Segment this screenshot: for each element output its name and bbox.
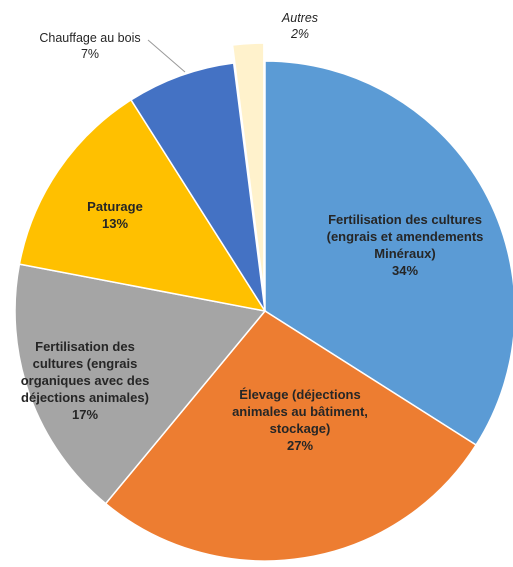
value-label: 13% [101,216,129,231]
label-box: Élevage (déjections animales au bâtiment… [220,365,380,475]
category-label: Élevage (déjections animales au bâtiment… [232,387,368,436]
label-box: Autres 2% [255,4,345,48]
label-box: Fertilisation des cultures (engrais et a… [325,185,485,305]
label-box: Chauffage au bois 7% [10,26,170,66]
pie-slice [104,310,478,562]
value-label: 17% [71,406,99,422]
category-label: Autres [281,11,319,25]
pie-slice [264,60,513,446]
slice-label: Élevage (déjections animales au bâtiment… [220,365,380,475]
category-label: Chauffage au bois [39,31,141,45]
label-box: Paturage 13% [55,185,175,245]
slice-label: Chauffage au bois 7% [10,26,170,66]
pie-slice [18,98,267,313]
pie-slice [14,263,267,505]
slice-label: Paturage 13% [55,185,175,245]
slice-label: Autres 2% [255,4,345,48]
label-box: Fertilisation des cultures (engrais orga… [10,320,160,440]
pie-slice [231,42,265,294]
slice-label: Fertilisation des cultures (engrais orga… [10,320,160,440]
category-label: Fertilisation des cultures (engrais et a… [326,212,484,261]
category-label: Fertilisation des cultures (engrais orga… [20,338,150,405]
category-label: Paturage [87,199,143,214]
value-label: 7% [80,47,100,61]
pie-slice [130,62,266,312]
value-label: 27% [286,438,314,453]
leader-line [147,39,186,73]
value-label: 2% [290,27,310,41]
value-label: 34% [391,263,419,278]
slice-label: Fertilisation des cultures (engrais et a… [325,185,485,305]
